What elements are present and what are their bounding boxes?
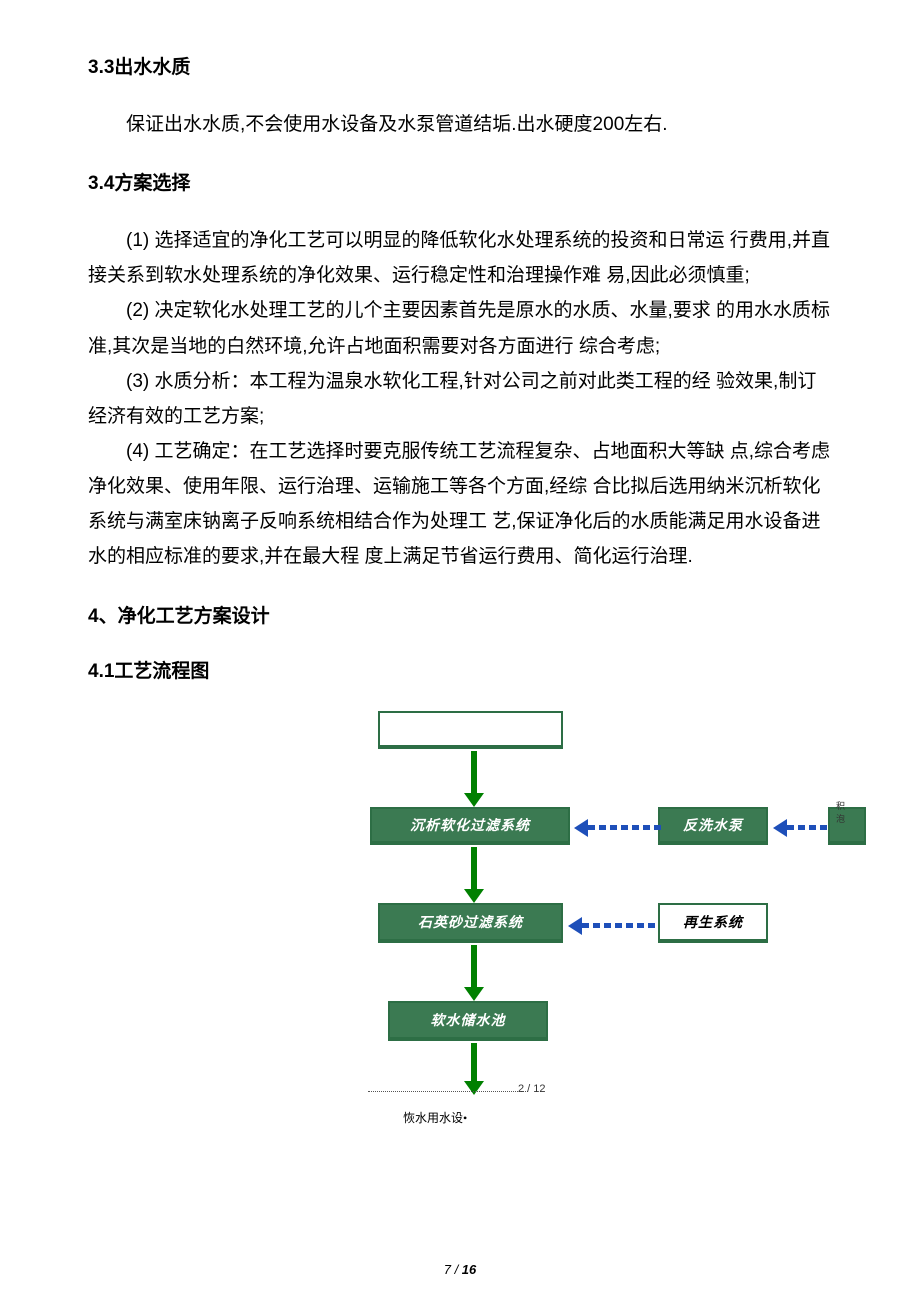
flow-node-n0	[378, 711, 563, 749]
flowchart: 沉析软化过滤系统石英砂过滤系统软水储水池 反洗水泵再生系统 2 / 12 恢水用水设•…	[288, 711, 848, 1131]
flow-arrow-left-2	[568, 917, 659, 935]
flow-node-n3: 软水储水池	[388, 1001, 548, 1041]
flow-node-n2: 石英砂过滤系统	[378, 903, 563, 943]
paragraph-3-3: 保证出水水质,不会使用水设备及水泵管道结垢.出水硬度200左右.	[88, 107, 832, 142]
page-sep: /	[451, 1262, 462, 1277]
flow-arrow-down-1	[464, 847, 484, 903]
heading-4-1: 4.1工艺流程图	[88, 656, 832, 683]
heading-4: 4、净化工艺方案设计	[88, 601, 832, 628]
flow-arrow-left-0	[574, 819, 665, 837]
paragraph-3-4-4: (4) 工艺确定：在工艺选择时要克服传统工艺流程复杂、占地面积大等缺 点,综合考…	[88, 434, 832, 575]
flow-caption: 恢水用水设•	[403, 1109, 467, 1126]
page-footer: 7 / 16	[0, 1262, 920, 1277]
flow-fragment-right: 积泡	[836, 799, 848, 825]
flow-arrow-down-3	[464, 1043, 484, 1095]
flow-page-fragment: 2 / 12	[518, 1083, 546, 1095]
page-total: 16	[462, 1262, 476, 1277]
paragraph-3-4-3: (3) 水质分析：本工程为温泉水软化工程,针对公司之前对此类工程的经 验效果,制…	[88, 364, 832, 434]
paragraph-3-4-2: (2) 决定软化水处理工艺的儿个主要因素首先是原水的水质、水量,要求 的用水水质…	[88, 293, 832, 363]
flow-node-r1: 反洗水泵	[658, 807, 768, 845]
paragraph-3-4-1: (1) 选择适宜的净化工艺可以明显的降低软化水处理系统的投资和日常运 行费用,并…	[88, 223, 832, 293]
flow-baseline	[368, 1091, 528, 1092]
flow-node-n1: 沉析软化过滤系统	[370, 807, 570, 845]
heading-3-4: 3.4方案选择	[88, 168, 832, 195]
flow-arrow-left-1	[773, 819, 831, 837]
flow-node-r2: 再生系统	[658, 903, 768, 943]
heading-3-3: 3.3出水水质	[88, 52, 832, 79]
page-current: 7	[444, 1262, 451, 1277]
flow-arrow-down-2	[464, 945, 484, 1001]
flow-arrow-down-0	[464, 751, 484, 807]
